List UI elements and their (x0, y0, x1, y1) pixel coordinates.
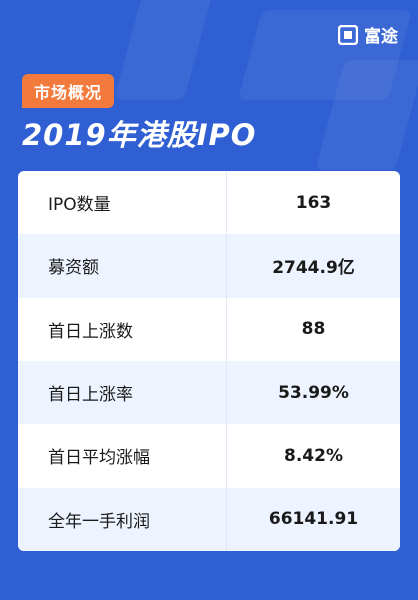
table-row: IPO数量 163 (18, 171, 400, 235)
row-value: 53.99% (278, 382, 349, 403)
row-label: 首日上涨数 (18, 297, 227, 361)
row-value: 8.42% (284, 445, 343, 466)
row-label: IPO数量 (18, 171, 227, 235)
row-label: 首日平均涨幅 (18, 424, 227, 488)
futu-logo-icon (338, 24, 358, 45)
table-row: 募资额 2744.9亿 (18, 234, 400, 298)
row-label: 全年一手利润 (18, 487, 227, 551)
brand-name: 富途 (364, 27, 398, 47)
table-row: 首日平均涨幅 8.42% (18, 424, 400, 488)
row-value: 163 (295, 192, 332, 213)
background-decoration (113, 0, 217, 100)
row-label: 募资额 (18, 234, 227, 298)
table-row: 首日上涨率 53.99% (18, 360, 400, 425)
table-row: 首日上涨数 88 (18, 297, 400, 361)
row-value: 66141.91 (268, 509, 359, 530)
page-title: 2019年港股IPO (22, 118, 257, 152)
brand-logo: 富途 (338, 22, 398, 47)
row-value: 2744.9亿 (272, 258, 355, 279)
row-value: 88 (301, 319, 326, 340)
section-tag: 市场概况 (22, 74, 115, 108)
row-label: 首日上涨率 (18, 360, 227, 425)
stats-table: IPO数量 163 募资额 2744.9亿 首日上涨数 88 首日上涨率 53.… (18, 171, 400, 551)
table-row: 全年一手利润 66141.91 (18, 487, 400, 551)
